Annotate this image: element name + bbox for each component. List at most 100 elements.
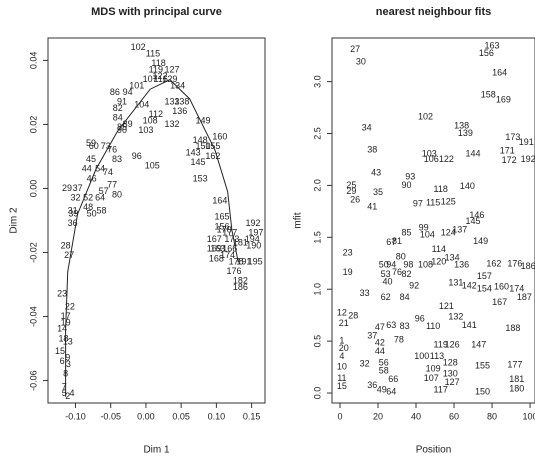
chart-title: MDS with principal curve [91, 6, 222, 18]
point-label: 103 [138, 125, 153, 135]
point-label: 37 [73, 183, 83, 193]
point-label: 7 [62, 381, 67, 391]
point-label: 174 [509, 284, 524, 294]
point-label: 112 [149, 109, 163, 119]
point-label: 108 [418, 260, 433, 270]
point-label: 170 [217, 224, 232, 234]
point-label: 190 [246, 240, 261, 250]
point-label: 118 [434, 184, 448, 194]
x-tick-label: 80 [487, 411, 497, 421]
point-label: 76 [392, 267, 402, 277]
point-label: 83 [400, 321, 410, 331]
point-label: 122 [439, 154, 454, 164]
point-label: 12 [337, 307, 347, 317]
x-tick-label: -0.05 [100, 411, 121, 421]
point-label: 19 [343, 267, 353, 277]
point-label: 73 [101, 141, 111, 151]
point-label: 195 [248, 256, 263, 266]
point-label: 106 [424, 154, 439, 164]
point-label: 156 [479, 48, 494, 58]
point-label: 33 [360, 288, 370, 298]
point-label: 14 [57, 324, 67, 334]
x-tick-label: 0.05 [172, 411, 190, 421]
point-label: 18 [58, 333, 68, 343]
y-tick-label: 0.0 [312, 387, 322, 400]
point-label: 63 [386, 320, 396, 330]
y-tick-label: 1.0 [312, 283, 322, 296]
point-label: 167 [207, 234, 222, 244]
point-label: 53 [381, 269, 391, 279]
point-label: 181 [509, 374, 524, 384]
point-label: 52 [83, 192, 93, 202]
point-label: 2 [65, 391, 70, 401]
point-label: 169 [207, 244, 222, 254]
point-label: 4 [69, 388, 74, 398]
point-label: 148 [193, 135, 208, 145]
point-label: 64 [95, 192, 105, 202]
point-label: 146 [469, 210, 484, 220]
point-label: 102 [418, 111, 433, 121]
point-label: 1 [339, 336, 344, 346]
point-label: 45 [86, 154, 96, 164]
point-label: 26 [350, 194, 360, 204]
point-label: 58 [379, 366, 389, 376]
point-label: 36 [68, 218, 78, 228]
point-label: 82 [402, 269, 412, 279]
point-label: 138 [174, 96, 189, 106]
point-label: 107 [424, 373, 439, 383]
point-label: 117 [434, 384, 448, 394]
point-label: 171 [500, 146, 515, 156]
point-label: 62 [381, 292, 391, 302]
x-tick-label: 100 [523, 411, 535, 421]
x-tick-label: 20 [373, 411, 383, 421]
point-label: 76 [107, 144, 117, 154]
point-label: 104 [134, 100, 149, 110]
point-label: 83 [112, 154, 122, 164]
point-label: 158 [481, 89, 496, 99]
point-label: 150 [195, 141, 210, 151]
point-label: 32 [70, 192, 80, 202]
point-label: 85 [117, 122, 127, 132]
point-label: 64 [386, 386, 396, 396]
x-axis-label: Dim 1 [143, 445, 170, 456]
point-label: 90 [402, 180, 412, 190]
point-label: 43 [371, 167, 381, 177]
point-label: 89 [123, 119, 133, 129]
y-axis-label: Dim 2 [9, 207, 20, 234]
point-label: 125 [441, 196, 456, 206]
point-label: 191 [236, 256, 251, 266]
point-label: 25 [346, 180, 356, 190]
point-label: 136 [172, 106, 187, 116]
point-label: 131 [448, 277, 463, 287]
point-label: 180 [509, 383, 524, 393]
point-label: 115 [146, 48, 160, 58]
point-label: 187 [517, 292, 532, 302]
point-label: 56 [379, 357, 389, 367]
chart-title: nearest neighbour fits [376, 6, 492, 18]
point-label: 145 [191, 157, 206, 167]
point-label: 155 [475, 360, 490, 370]
point-label: 191 [519, 137, 534, 147]
point-label: 100 [414, 351, 429, 361]
principal-curve [65, 79, 239, 397]
point-label: 150 [475, 386, 490, 396]
point-label: 80 [112, 189, 122, 199]
point-label: 192 [521, 154, 535, 164]
point-label: 81 [392, 236, 402, 246]
point-label: 160 [494, 282, 509, 292]
point-label: 102 [131, 42, 146, 52]
point-label: 181 [233, 237, 248, 247]
point-label: 4 [339, 351, 344, 361]
y-tick-label: 2.0 [312, 179, 322, 192]
x-axis-label: Position [416, 445, 452, 456]
point-label: 165 [215, 212, 230, 222]
y-axis-label: mfit [293, 212, 304, 228]
point-label: 23 [57, 289, 67, 299]
point-label: 82 [113, 103, 123, 113]
point-label: 114 [432, 244, 446, 254]
y-tick-label: 0.5 [312, 335, 322, 348]
y-tick-label: 2.5 [312, 127, 322, 140]
point-label: 136 [454, 260, 469, 270]
x-tick-label: 60 [449, 411, 459, 421]
